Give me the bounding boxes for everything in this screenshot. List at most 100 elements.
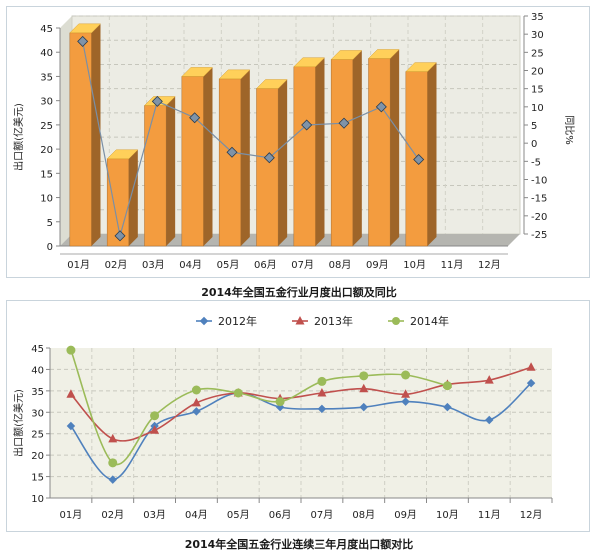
chart2-y-tick-label: 45 (31, 344, 44, 355)
chart1-bar-side (315, 57, 325, 246)
chart1-yoy-point (263, 152, 275, 164)
chart2-point-2012 (192, 407, 201, 416)
chart2-x-tick-label: 06月 (269, 509, 292, 521)
chart1-yoy-point (189, 112, 201, 124)
chart1-yoy-point (338, 117, 350, 129)
chart1-y-tick-label: 20 (40, 145, 53, 156)
chart1-bar-side (427, 62, 437, 246)
chart1-y2-tick-label: 35 (531, 12, 544, 23)
chart2-x-tick-label: 02月 (101, 509, 124, 521)
chart1-x-tick-label: 12月 (478, 259, 501, 271)
chart1-svg: 0 5 10 15 20 25 30 35 40 45 -25 -20 -15 -10 -5 0 5 10 15 20… (12, 12, 575, 271)
chart2-point-2013 (401, 389, 411, 398)
chart1-x-tick-label: 09月 (366, 259, 389, 271)
chart1-bar-side (390, 49, 400, 246)
chart1-yoy-point (301, 119, 313, 131)
chart1-yoy-point (114, 230, 126, 242)
chart2-point-2013 (108, 433, 118, 443)
chart2-point-2014 (233, 388, 243, 398)
chart1-x-tick-label: 03月 (142, 259, 165, 271)
chart1-x-tick-label: 08月 (329, 259, 352, 271)
chart1-y-tick-label: 15 (40, 169, 53, 180)
chart2-point-2014 (275, 397, 285, 407)
chart2-point-2012 (526, 378, 536, 388)
chart1-bar-side (240, 69, 250, 246)
chart1-y2-tick-label: 10 (531, 103, 544, 114)
chart2-x-tick-label: 07月 (311, 509, 334, 521)
chart1-y-tick-label: 0 (47, 242, 53, 253)
chart2-y-tick-label: 15 (31, 473, 44, 484)
chart2-point-2012 (66, 421, 76, 431)
chart2-x-tick-label: 11月 (478, 509, 501, 521)
chart2-y-tick-label: 25 (31, 430, 44, 441)
chart1-bar-top (181, 67, 214, 77)
chart2-title: 2014年全国五金行业连续三年月度出口额对比 (184, 538, 414, 551)
chart2-point-2012 (443, 402, 452, 412)
chart1-bar-side (91, 23, 101, 246)
chart2-x-tick-label: 05月 (227, 509, 250, 521)
chart2-x-tick-label: 12月 (520, 509, 543, 521)
chart1-y-tick-label: 40 (40, 48, 53, 59)
chart1-x-tick-label: 02月 (105, 259, 128, 271)
chart1-y2-tick-label: -25 (531, 230, 547, 241)
chart2-point-2014 (359, 371, 369, 381)
chart1-side-wall (60, 16, 72, 246)
chart2-y-tick-label: 30 (31, 408, 44, 419)
chart1-bar-top (255, 79, 288, 89)
chart1-bar-top (367, 49, 400, 59)
chart1-y2-tick-label: 20 (531, 67, 544, 78)
chart2-legend-marker (392, 317, 400, 325)
chart2-y-tick-label: 10 (31, 494, 44, 505)
chart1-y-tick-label: 5 (47, 218, 53, 229)
chart2-point-2012 (317, 404, 327, 414)
chart1-bar-side (203, 67, 213, 246)
chart2-x-tick-label: 03月 (143, 509, 166, 521)
chart2-y-tick-label: 20 (31, 451, 44, 462)
chart2-point-2012 (359, 402, 368, 412)
chart1-x-tick-label: 10月 (403, 259, 426, 271)
chart1-y-tick-label: 35 (40, 72, 53, 83)
chart1-yoy-point (413, 154, 425, 166)
chart2-legend-label: 2013年 (314, 314, 353, 328)
chart1-y2-tick-label: -10 (531, 176, 547, 187)
chart2-x-tick-label: 09月 (394, 509, 417, 521)
chart2-point-2012 (401, 397, 410, 406)
chart1-y-tick-label: 10 (40, 194, 53, 205)
chart1-x-tick-label: 06月 (254, 259, 277, 271)
chart1-y2-tick-label: 25 (531, 48, 544, 59)
chart2-point-2013 (359, 383, 369, 393)
chart2-point-2014 (108, 458, 118, 468)
chart1-y2-axis-title: 同比% (563, 115, 575, 145)
chart2-x-tick-label: 01月 (60, 509, 83, 521)
chart1-bar-side (166, 96, 176, 246)
chart2-y-tick-label: 35 (31, 387, 44, 398)
chart1-bar-top (293, 57, 326, 68)
chart1-x-tick-label: 01月 (67, 259, 90, 271)
chart1-x-tick-label: 04月 (179, 259, 202, 271)
chart1-y2-tick-label: 15 (531, 85, 544, 96)
chart1-bar-top (218, 69, 251, 80)
chart1-bar-top (69, 23, 102, 34)
chart2-legend-label: 2012年 (218, 314, 257, 328)
chart2-point-2013 (317, 388, 327, 397)
chart2-x-tick-label: 10月 (436, 509, 459, 521)
chart1-x-tick-label: 05月 (217, 259, 240, 271)
chart1-bar-top (106, 149, 139, 160)
chart1-y2-tick-label: -5 (531, 157, 541, 168)
chart2-y-tick-label: 40 (31, 365, 44, 376)
chart2-x-tick-label: 08月 (352, 509, 375, 521)
chart2-point-2014 (191, 385, 201, 395)
chart2-point-2013 (191, 397, 201, 407)
chart2-point-2014 (317, 376, 327, 386)
chart1-x-tick-label: 11月 (441, 259, 464, 271)
chart2-legend-marker (295, 316, 305, 325)
chart2-point-2013 (484, 375, 494, 384)
chart2-x-tick-label: 04月 (185, 509, 208, 521)
chart1-bar-side (352, 50, 362, 246)
chart1-y-tick-label: 45 (40, 24, 53, 35)
chart2-point-2012 (108, 475, 117, 484)
chart1-y-tick-label: 25 (40, 121, 53, 132)
chart1-bar-side (128, 149, 138, 246)
chart1-y2-tick-label: 30 (531, 30, 544, 41)
